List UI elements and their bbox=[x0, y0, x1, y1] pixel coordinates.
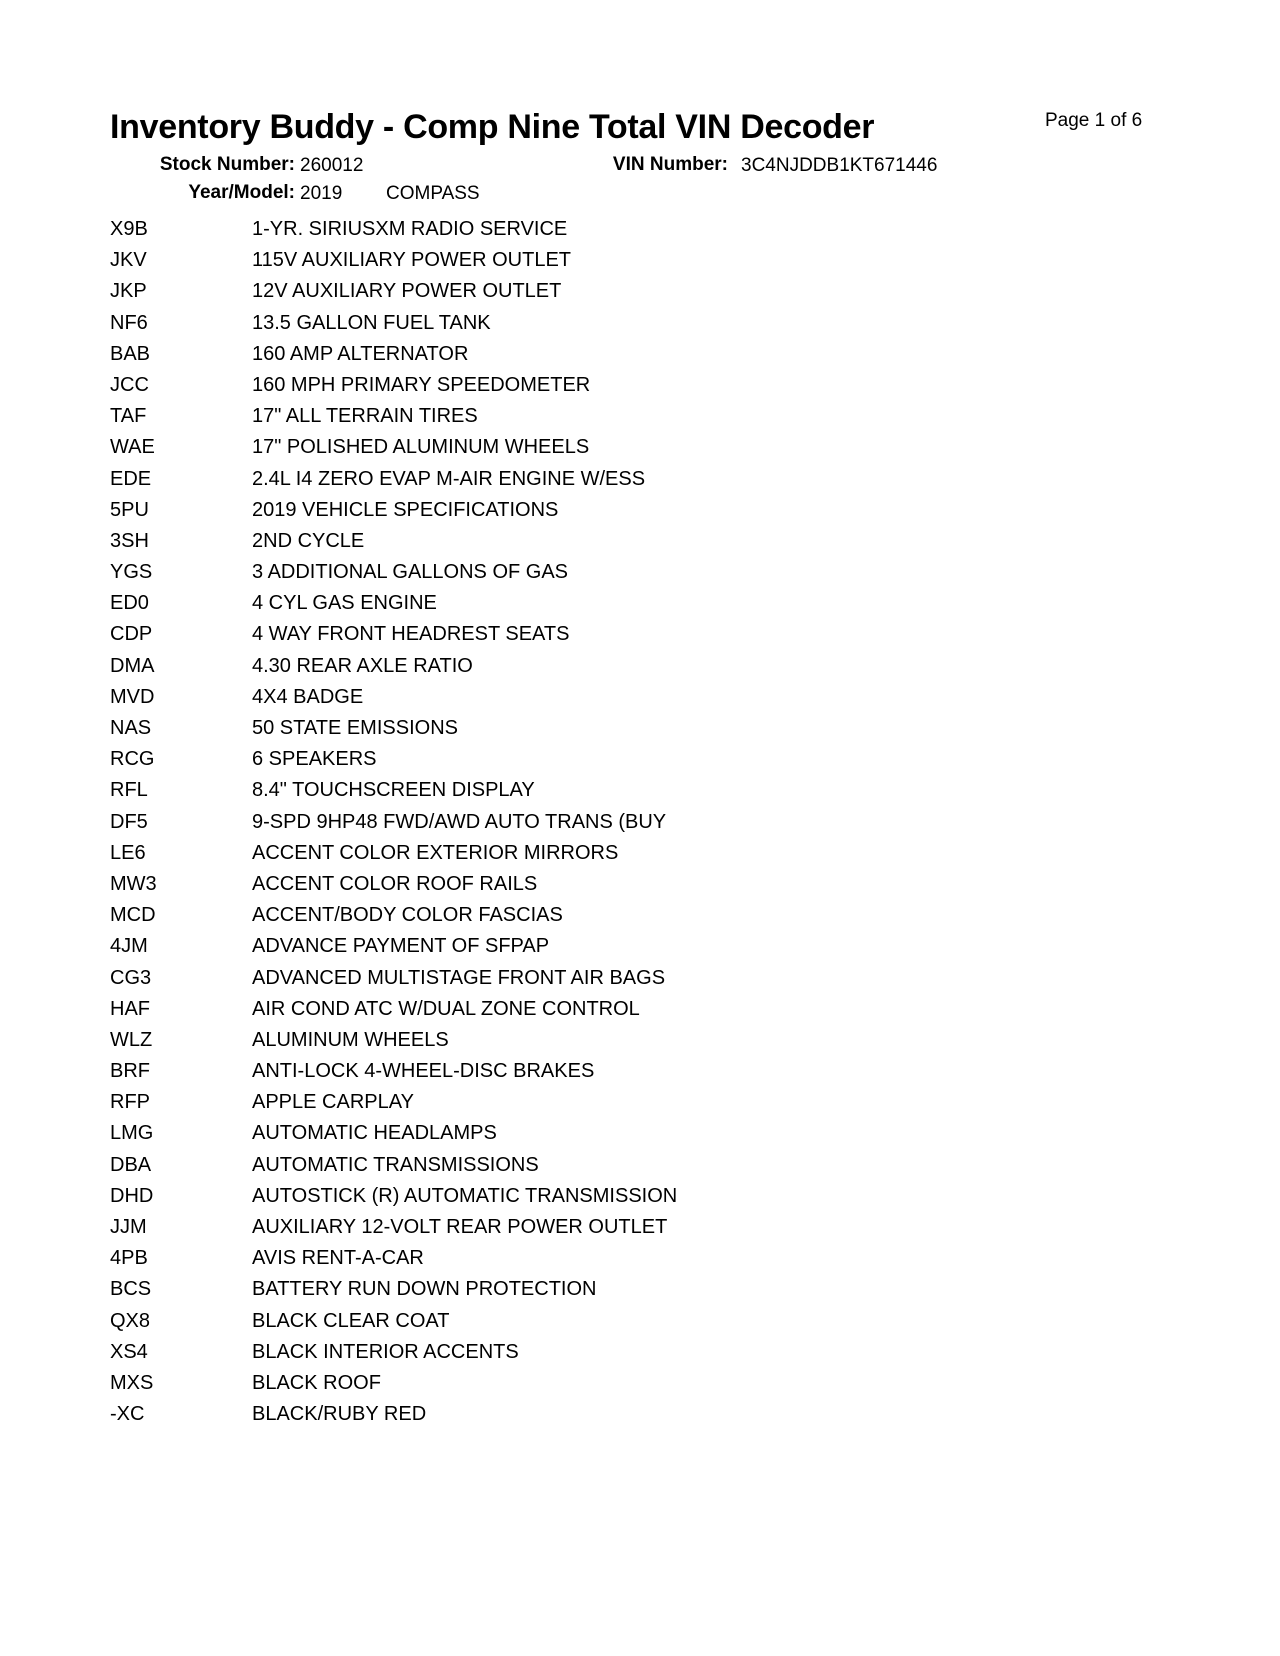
option-code: XS4 bbox=[110, 1340, 148, 1363]
option-code: WAE bbox=[110, 436, 155, 459]
option-code: YGS bbox=[110, 561, 153, 584]
option-description: BATTERY RUN DOWN PROTECTION bbox=[252, 1278, 597, 1301]
option-code: NAS bbox=[110, 717, 152, 739]
option-description: APPLE CARPLAY bbox=[252, 1091, 414, 1114]
option-code: -XC bbox=[110, 1403, 145, 1426]
option-description: 50 STATE EMISSIONS bbox=[252, 717, 458, 739]
option-code: MVD bbox=[110, 685, 155, 708]
option-code: 4PB bbox=[110, 1247, 148, 1270]
option-description: BLACK CLEAR COAT bbox=[252, 1309, 450, 1332]
option-description: 12V AUXILIARY POWER OUTLET bbox=[252, 280, 562, 303]
option-description: 2019 VEHICLE SPECIFICATIONS bbox=[252, 498, 559, 521]
option-code: BAB bbox=[110, 342, 151, 365]
option-code: 3SH bbox=[110, 529, 149, 552]
option-description: 9-SPD 9HP48 FWD/AWD AUTO TRANS (BUY bbox=[252, 810, 667, 833]
option-code: TAF bbox=[110, 405, 147, 428]
option-code: MXS bbox=[110, 1371, 154, 1394]
option-code: QX8 bbox=[110, 1309, 151, 1332]
option-code: DF5 bbox=[110, 810, 148, 833]
option-description: 8.4" TOUCHSCREEN DISPLAY bbox=[252, 779, 535, 802]
option-description: 2.4L I4 ZERO EVAP M-AIR ENGINE W/ESS bbox=[252, 467, 646, 490]
option-code: 5PU bbox=[110, 498, 149, 521]
option-description: 13.5 GALLON FUEL TANK bbox=[252, 311, 491, 334]
option-code: X9B bbox=[110, 218, 148, 240]
model-value: COMPASS bbox=[386, 183, 480, 204]
year-model-label: Year/Model: bbox=[188, 182, 295, 203]
option-code: MCD bbox=[110, 904, 156, 927]
option-code: RCG bbox=[110, 748, 155, 771]
option-description: 4.30 REAR AXLE RATIO bbox=[252, 654, 473, 677]
option-description: 160 MPH PRIMARY SPEEDOMETER bbox=[252, 373, 591, 396]
option-description: AUTOMATIC TRANSMISSIONS bbox=[252, 1153, 539, 1176]
option-description: 115V AUXILIARY POWER OUTLET bbox=[252, 249, 572, 272]
option-description: ADVANCED MULTISTAGE FRONT AIR BAGS bbox=[252, 966, 666, 989]
option-description: 17" ALL TERRAIN TIRES bbox=[252, 405, 478, 428]
option-code: LMG bbox=[110, 1122, 154, 1145]
option-description: AUTOSTICK (R) AUTOMATIC TRANSMISSION bbox=[252, 1184, 678, 1207]
option-description: AVIS RENT-A-CAR bbox=[252, 1247, 424, 1270]
option-description: 3 ADDITIONAL GALLONS OF GAS bbox=[252, 561, 569, 584]
option-code: EDE bbox=[110, 467, 152, 490]
option-code: JCC bbox=[110, 373, 149, 396]
stock-number-label: Stock Number: bbox=[159, 154, 295, 175]
page-indicator: Page 1 of 6 bbox=[1045, 110, 1143, 131]
option-description: AUTOMATIC HEADLAMPS bbox=[252, 1122, 497, 1145]
option-code: CG3 bbox=[110, 966, 152, 989]
vin-number-label: VIN Number: bbox=[612, 154, 728, 175]
document-title: Inventory Buddy - Comp Nine Total VIN De… bbox=[110, 108, 875, 146]
option-code: WLZ bbox=[110, 1028, 153, 1051]
option-description: BLACK ROOF bbox=[252, 1371, 381, 1394]
vin-number-value: 3C4NJDDB1KT671446 bbox=[741, 155, 938, 176]
option-description: ACCENT/BODY COLOR FASCIAS bbox=[252, 904, 563, 927]
option-description: ACCENT COLOR ROOF RAILS bbox=[252, 872, 538, 895]
option-code: MW3 bbox=[110, 872, 157, 895]
option-description: BLACK INTERIOR ACCENTS bbox=[252, 1340, 519, 1363]
option-code: JKV bbox=[110, 249, 147, 272]
option-code: RFL bbox=[110, 779, 148, 802]
option-code: DHD bbox=[110, 1184, 154, 1207]
option-description: ALUMINUM WHEELS bbox=[252, 1028, 449, 1051]
option-description: 4 CYL GAS ENGINE bbox=[252, 592, 437, 615]
option-description: 4X4 BADGE bbox=[252, 685, 364, 708]
option-description: 4 WAY FRONT HEADREST SEATS bbox=[252, 623, 570, 646]
option-code: BRF bbox=[110, 1060, 150, 1083]
option-code: LE6 bbox=[110, 841, 146, 864]
option-code: 4JM bbox=[110, 935, 148, 958]
option-description: BLACK/RUBY RED bbox=[252, 1403, 427, 1426]
year-value: 2019 bbox=[300, 183, 343, 204]
option-code: DBA bbox=[110, 1153, 152, 1176]
option-code: JKP bbox=[110, 280, 147, 303]
option-description: 6 SPEAKERS bbox=[252, 748, 377, 771]
option-code: BCS bbox=[110, 1278, 152, 1301]
option-description: 1-YR. SIRIUSXM RADIO SERVICE bbox=[252, 218, 568, 240]
option-code: CDP bbox=[110, 623, 153, 646]
option-description: ACCENT COLOR EXTERIOR MIRRORS bbox=[252, 841, 619, 864]
option-code: DMA bbox=[110, 654, 155, 677]
option-description: AIR COND ATC W/DUAL ZONE CONTROL bbox=[252, 997, 640, 1020]
option-code: JJM bbox=[110, 1216, 147, 1238]
option-code: HAF bbox=[110, 997, 150, 1020]
stock-number-value: 260012 bbox=[300, 155, 364, 176]
option-description: ANTI-LOCK 4-WHEEL-DISC BRAKES bbox=[252, 1060, 595, 1083]
option-code: ED0 bbox=[110, 592, 149, 615]
option-code: RFP bbox=[110, 1091, 150, 1114]
option-description: 160 AMP ALTERNATOR bbox=[252, 342, 469, 365]
option-description: 17" POLISHED ALUMINUM WHEELS bbox=[252, 436, 590, 459]
option-description: AUXILIARY 12-VOLT REAR POWER OUTLET bbox=[252, 1216, 668, 1238]
option-code: NF6 bbox=[110, 311, 148, 334]
option-description: 2ND CYCLE bbox=[252, 529, 365, 552]
option-description: ADVANCE PAYMENT OF SFPAP bbox=[252, 935, 550, 958]
